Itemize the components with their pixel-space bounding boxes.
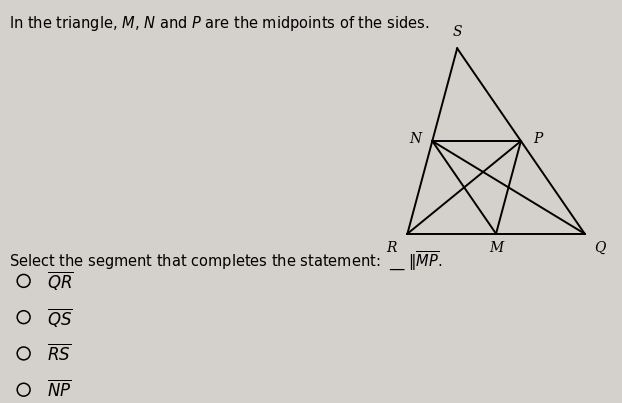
Text: P: P (534, 132, 543, 146)
Text: Select the segment that completes the statement:  __ $\|\overline{MP}$.: Select the segment that completes the st… (9, 250, 443, 273)
Text: R: R (387, 241, 397, 255)
Text: M: M (489, 241, 503, 255)
Text: In the triangle, $\it{M}$, $\it{N}$ and $\it{P}$ are the midpoints of the sides.: In the triangle, $\it{M}$, $\it{N}$ and … (9, 14, 430, 33)
Text: Q: Q (595, 241, 606, 255)
Text: S: S (452, 25, 462, 39)
Text: $\overline{\mathit{RS}}$: $\overline{\mathit{RS}}$ (47, 343, 71, 364)
Text: $\overline{\mathit{QS}}$: $\overline{\mathit{QS}}$ (47, 306, 72, 328)
Text: N: N (409, 132, 421, 146)
Text: $\overline{\mathit{QR}}$: $\overline{\mathit{QR}}$ (47, 270, 73, 292)
Text: $\overline{\mathit{NP}}$: $\overline{\mathit{NP}}$ (47, 379, 71, 400)
